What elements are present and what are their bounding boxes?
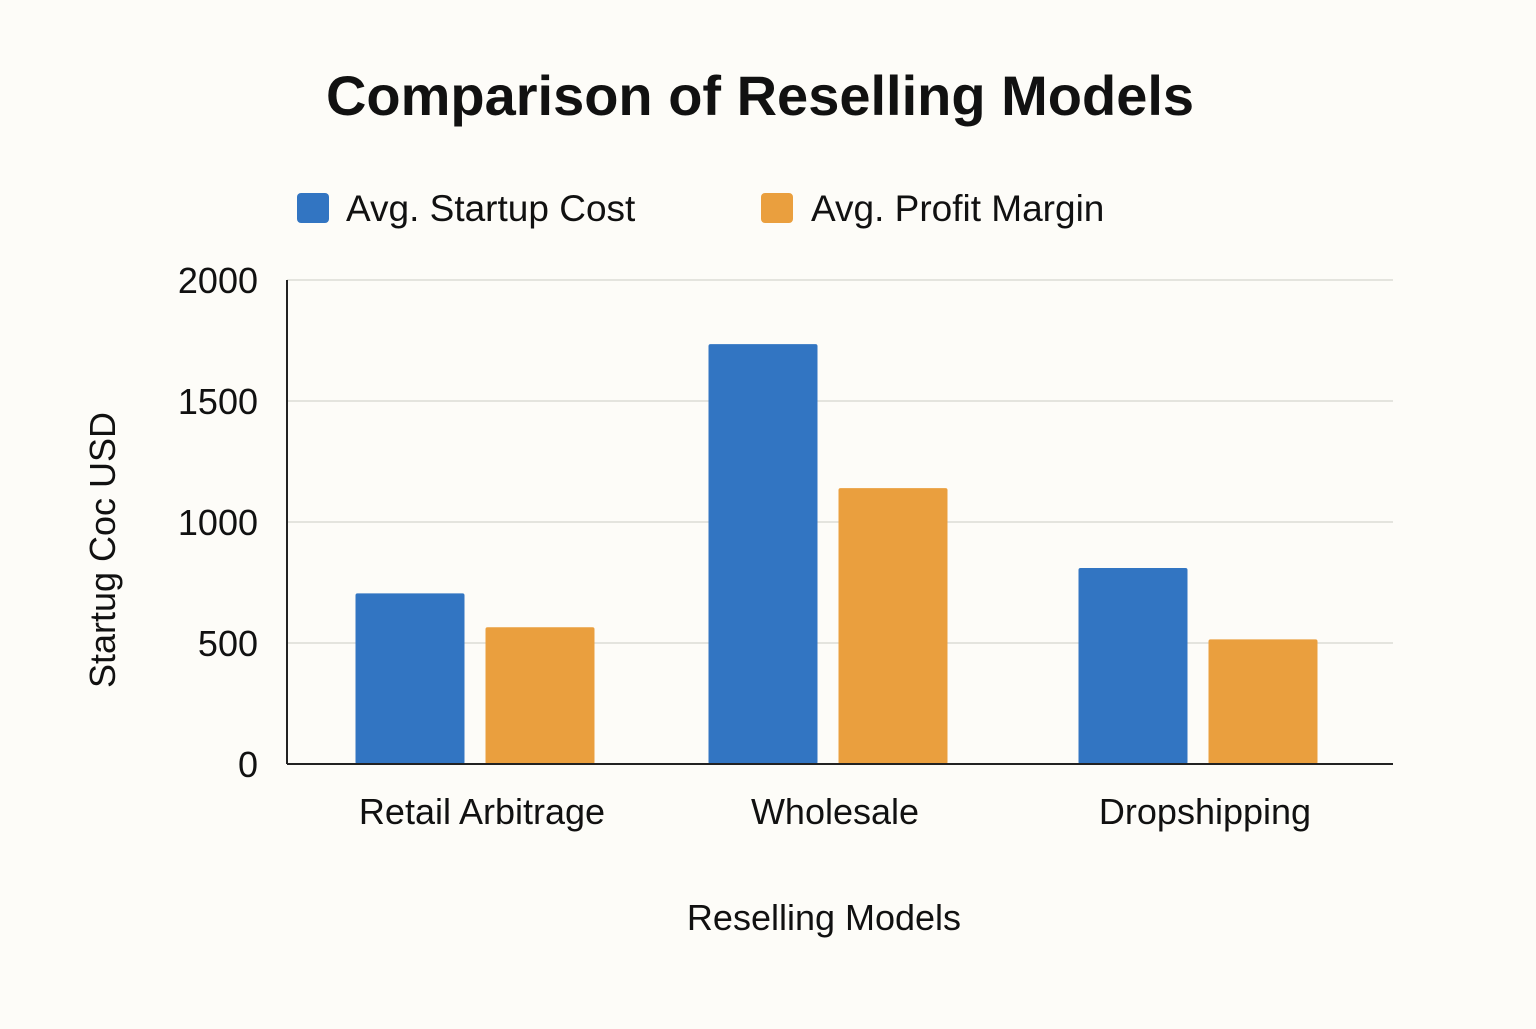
bar-wholesale-avg-profit-margin <box>838 488 948 764</box>
x-category-labels: Retail Arbitrage Wholesale Dropshipping <box>359 791 1311 832</box>
x-category-label: Retail Arbitrage <box>359 791 605 832</box>
legend-swatch-startup-cost <box>297 193 329 223</box>
bar-dropshipping-avg-profit-margin <box>1208 639 1318 764</box>
y-tick-label: 2000 <box>178 260 258 301</box>
bar-wholesale-avg-startup-cost <box>708 344 818 764</box>
axes <box>286 280 1393 765</box>
legend-swatch-profit-margin <box>761 193 793 223</box>
legend: Avg. Startup Cost Avg. Profit Margin <box>297 188 1104 229</box>
bar-retail-arbitrage-avg-profit-margin <box>485 627 595 764</box>
y-tick-label: 1000 <box>178 502 258 543</box>
y-tick-label: 500 <box>198 623 258 664</box>
chart-title: Comparison of Reselling Models <box>326 64 1194 127</box>
y-tick-labels: 0 500 1000 1500 2000 <box>178 260 258 785</box>
y-axis-title: Startug Coc USD <box>82 412 123 688</box>
legend-label-startup-cost: Avg. Startup Cost <box>346 188 636 229</box>
bars <box>355 344 1318 764</box>
x-category-label: Wholesale <box>751 791 919 832</box>
bar-retail-arbitrage-avg-startup-cost <box>355 593 465 764</box>
y-tick-label: 1500 <box>178 381 258 422</box>
y-tick-label: 0 <box>238 744 258 785</box>
x-category-label: Dropshipping <box>1099 791 1311 832</box>
legend-label-profit-margin: Avg. Profit Margin <box>811 188 1104 229</box>
x-axis-title: Reselling Models <box>687 897 961 938</box>
bar-dropshipping-avg-startup-cost <box>1078 567 1188 764</box>
